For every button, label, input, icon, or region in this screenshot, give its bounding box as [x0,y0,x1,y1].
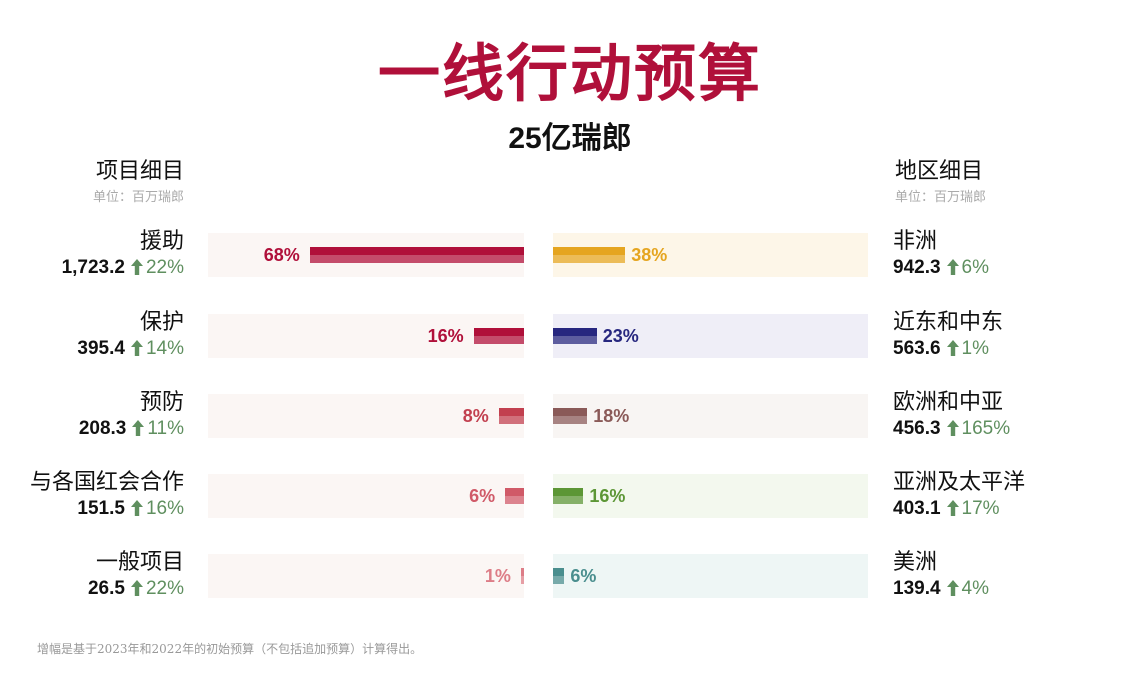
right-bar [553,568,565,576]
right-category-label: 欧洲和中亚 [893,389,1004,414]
right-share-label: 6% [570,566,597,586]
left-category-label: 保护 [139,309,184,334]
right-row-band [553,474,868,518]
change-percent: 14% [145,338,184,359]
left-row-value: 26.5 22% [88,579,184,598]
increase-arrow-icon [132,420,145,436]
right-row-value: 942.3 6% [893,258,989,277]
change-percent: 165% [961,418,1011,439]
left-row-value: 151.5 16% [77,499,184,518]
amount-value: 139.4 [893,578,941,599]
right-row-band [553,554,868,598]
change-percent: 6% [961,257,990,278]
right-bar-shade [553,576,565,584]
increase-arrow-icon [946,580,959,596]
left-bar-shade [505,496,524,504]
amount-value: 26.5 [87,578,125,599]
right-row-band [553,314,868,358]
left-row-band [208,474,524,518]
left-row-band [208,554,524,598]
left-panel-unit: 单位：百万瑞郎 [92,189,184,204]
right-row-value: 456.3 165% [893,419,1010,438]
change-percent: 1% [961,338,990,359]
right-category-label: 亚洲及太平洋 [893,469,1026,494]
left-panel-heading: 项目细目 [95,158,184,183]
chart-title: 一线行动预算 [377,40,762,109]
left-bar [505,488,524,496]
footnote: 增幅是基于2023年和2022年的初始预算（不包括追加预算）计算得出。 [37,642,423,656]
amount-value: 1,723.2 [61,257,125,278]
change-percent: 11% [147,418,184,439]
right-row-value: 563.6 1% [893,339,989,358]
left-share-label: 6% [469,486,496,506]
left-bar [473,328,524,336]
right-category-label: 非洲 [893,228,938,253]
left-category-label: 援助 [139,228,184,253]
left-row-value: 1,723.2 22% [62,258,184,277]
right-bar [553,488,584,496]
increase-arrow-icon [130,500,143,516]
right-category-label: 美洲 [893,549,938,574]
amount-value: 942.3 [893,257,941,278]
increase-arrow-icon [130,580,143,596]
left-bar [520,568,524,576]
left-bar-shade [309,255,524,263]
amount-value: 395.4 [77,338,125,359]
left-bar-shade [473,336,524,344]
change-percent: 16% [145,498,184,519]
left-bar-shade [498,416,524,424]
right-bar-shade [553,255,626,263]
increase-arrow-icon [946,500,959,516]
amount-value: 151.5 [77,498,125,519]
left-row-band [208,314,524,358]
change-percent: 17% [961,498,1000,519]
amount-value: 456.3 [893,418,941,439]
increase-arrow-icon [130,340,143,356]
right-share-label: 16% [589,486,626,506]
left-share-label: 1% [484,566,511,586]
right-row-value: 139.4 4% [893,579,989,598]
chart-subtitle: 25亿瑞郎 [508,122,632,155]
left-category-label: 与各国红会合作 [29,469,184,494]
left-bar-shade [520,576,524,584]
increase-arrow-icon [946,420,959,436]
right-row-value: 403.1 17% [893,499,1000,518]
left-category-label: 一般项目 [95,549,184,574]
increase-arrow-icon [130,259,143,275]
left-share-label: 16% [427,326,464,346]
right-panel-heading: 地区细目 [895,158,984,183]
left-bar [498,408,524,416]
left-row-value: 208.3 11% [79,419,184,438]
right-bar-shade [553,496,584,504]
change-percent: 22% [145,578,184,599]
right-bar-shade [553,416,588,424]
amount-value: 208.3 [78,418,127,439]
increase-arrow-icon [946,259,959,275]
left-row-value: 395.4 14% [77,339,184,358]
left-bar [309,247,524,255]
right-bar-shade [553,336,597,344]
right-panel-unit: 单位：百万瑞郎 [895,189,987,204]
amount-value: 563.6 [893,338,941,359]
change-percent: 4% [961,578,990,599]
right-bar [553,408,588,416]
right-row-band [553,394,868,438]
change-percent: 22% [145,257,184,278]
left-share-label: 68% [263,245,300,265]
left-row-band [208,394,524,438]
right-bar [553,328,597,336]
increase-arrow-icon [946,340,959,356]
amount-value: 403.1 [893,498,941,519]
right-share-label: 38% [631,245,668,265]
right-share-label: 23% [602,326,639,346]
right-category-label: 近东和中东 [893,309,1004,334]
right-bar [553,247,626,255]
left-share-label: 8% [462,406,489,426]
left-category-label: 预防 [139,389,184,414]
right-share-label: 18% [593,406,630,426]
